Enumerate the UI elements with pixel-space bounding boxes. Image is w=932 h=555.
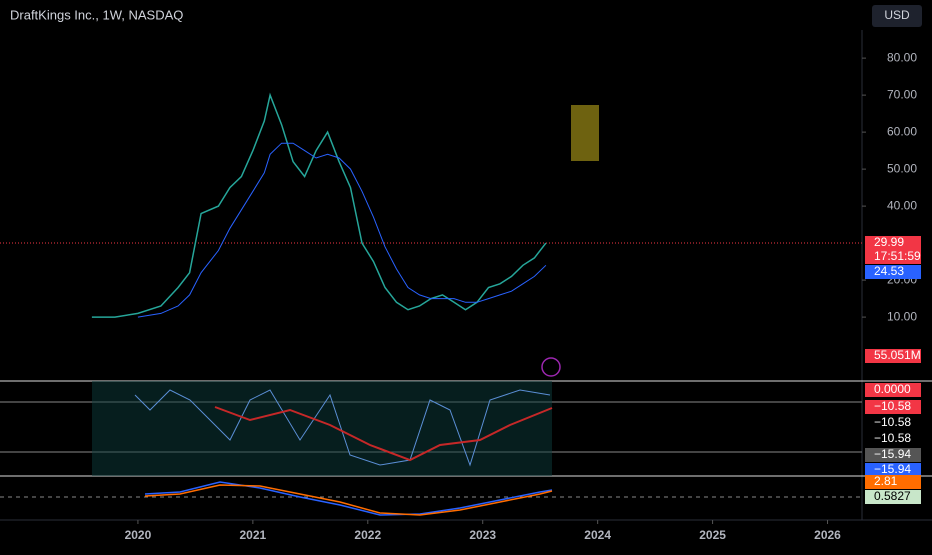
x-tick-label: 2025 bbox=[699, 528, 726, 542]
price-badge-label: −15.94 bbox=[874, 447, 911, 461]
price-badge-label: 17:51:59 bbox=[874, 249, 921, 263]
price-badge bbox=[865, 250, 921, 264]
price-badge-label: −15.94 bbox=[874, 462, 911, 476]
y-tick-label: 10.00 bbox=[887, 309, 917, 323]
y-tick-label: 70.00 bbox=[887, 87, 917, 101]
price-badge bbox=[865, 448, 921, 462]
price-badge bbox=[865, 463, 921, 477]
x-tick-label: 2023 bbox=[469, 528, 496, 542]
price-badge-label: −10.58 bbox=[874, 399, 911, 413]
y-tick-label: 50.00 bbox=[887, 161, 917, 175]
price-badge bbox=[865, 349, 921, 363]
indicator-signal bbox=[214, 406, 553, 462]
price-badge-label: 29.99 bbox=[874, 235, 904, 249]
indicator-line bbox=[134, 389, 551, 467]
price-badge-label: −10.58 bbox=[874, 431, 911, 445]
x-tick-label: 2020 bbox=[125, 528, 152, 542]
y-tick-label: 60.00 bbox=[887, 124, 917, 138]
target-box bbox=[571, 105, 599, 161]
price-badge-label: 24.53 bbox=[874, 264, 904, 278]
currency-button[interactable] bbox=[872, 5, 922, 27]
price-badge-label: 0.0000 bbox=[874, 382, 911, 396]
chart-title: DraftKings Inc., 1W, NASDAQ bbox=[10, 7, 183, 22]
x-tick-label: 2024 bbox=[584, 528, 611, 542]
price-badge-label: −10.58 bbox=[874, 415, 911, 429]
x-tick-label: 2022 bbox=[354, 528, 381, 542]
macd-signal bbox=[144, 484, 553, 516]
price-badge bbox=[865, 265, 921, 279]
price-badge bbox=[865, 490, 921, 504]
currency-label: USD bbox=[884, 8, 910, 22]
price-badge bbox=[865, 400, 921, 414]
macd-line bbox=[144, 481, 553, 516]
price-badge bbox=[865, 383, 921, 397]
price-badge-label: 55.051M bbox=[874, 348, 921, 362]
price-badge-label: 2.81 bbox=[874, 474, 898, 488]
ma-line bbox=[137, 142, 547, 318]
price-badge-label: 0.5827 bbox=[874, 489, 911, 503]
indicator-zone bbox=[92, 381, 552, 476]
price-badge bbox=[865, 236, 921, 250]
alert-icon[interactable] bbox=[541, 357, 561, 377]
x-tick-label: 2021 bbox=[240, 528, 267, 542]
price-badge bbox=[865, 475, 921, 489]
x-tick-label: 2026 bbox=[814, 528, 841, 542]
y-tick-label: 80.00 bbox=[887, 50, 917, 64]
y-tick-label: 40.00 bbox=[887, 198, 917, 212]
